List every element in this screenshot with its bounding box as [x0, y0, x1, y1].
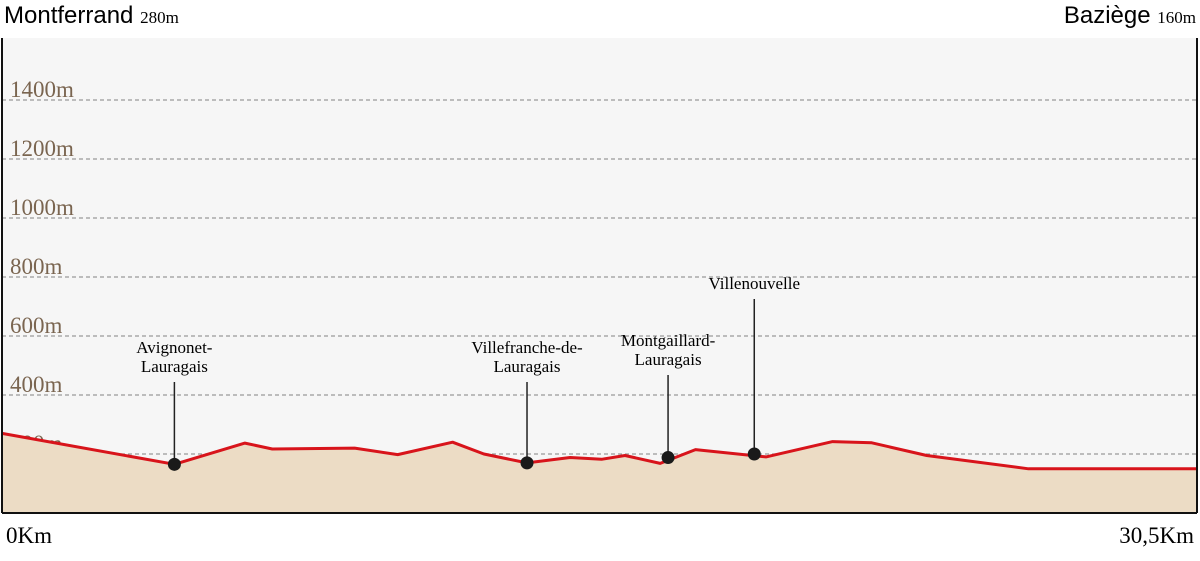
town-marker-0: Avignonet-Lauragais	[136, 338, 213, 471]
start-altitude: 280m	[140, 8, 179, 27]
town-markers: Avignonet-LauragaisVillefranche-de-Laura…	[136, 274, 800, 471]
town-marker-2: Montgaillard-Lauragais	[621, 331, 716, 465]
end-location: Baziège 160m	[1064, 2, 1196, 30]
grid-lines	[2, 99, 1197, 455]
town-label: Avignonet-Lauragais	[136, 338, 213, 376]
town-marker-1: Villefranche-de-Lauragais	[471, 338, 583, 470]
town-dot	[661, 451, 675, 465]
town-dot	[520, 456, 534, 470]
start-location-name: Montferrand	[4, 2, 134, 29]
town-label-line: Lauragais	[494, 357, 561, 376]
plot-background	[2, 38, 1197, 513]
town-label-line: Avignonet-	[136, 338, 213, 357]
y-tick-label-1400: 1400m	[10, 77, 74, 102]
y-tick-label-1000: 1000m	[10, 195, 74, 220]
town-label-line: Montgaillard-	[621, 331, 716, 350]
elevation-line	[1, 431, 1197, 471]
town-label-line: Lauragais	[141, 357, 208, 376]
end-altitude: 160m	[1157, 8, 1196, 27]
town-label: Villefranche-de-Lauragais	[471, 338, 583, 376]
town-label-line: Villefranche-de-	[471, 338, 583, 357]
y-tick-label-800: 800m	[10, 254, 63, 279]
y-tick-label-600: 600m	[10, 313, 63, 338]
town-label-line: Lauragais	[635, 350, 702, 369]
town-dot	[167, 457, 181, 471]
x-axis-start-label: 0Km	[6, 523, 52, 548]
start-location: Montferrand 280m	[4, 2, 179, 30]
town-label: Montgaillard-Lauragais	[621, 331, 716, 369]
end-location-name: Baziège	[1063, 2, 1151, 29]
y-tick-label-400: 400m	[10, 372, 63, 397]
elevation-area	[2, 433, 1197, 513]
town-marker-3: Villenouvelle	[709, 274, 801, 461]
town-label: Villenouvelle	[709, 274, 801, 293]
town-dot	[747, 447, 761, 461]
x-axis-end-label: 30,5Km	[1119, 523, 1194, 548]
town-label-line: Villenouvelle	[709, 274, 801, 293]
y-tick-label-1200: 1200m	[10, 136, 74, 161]
